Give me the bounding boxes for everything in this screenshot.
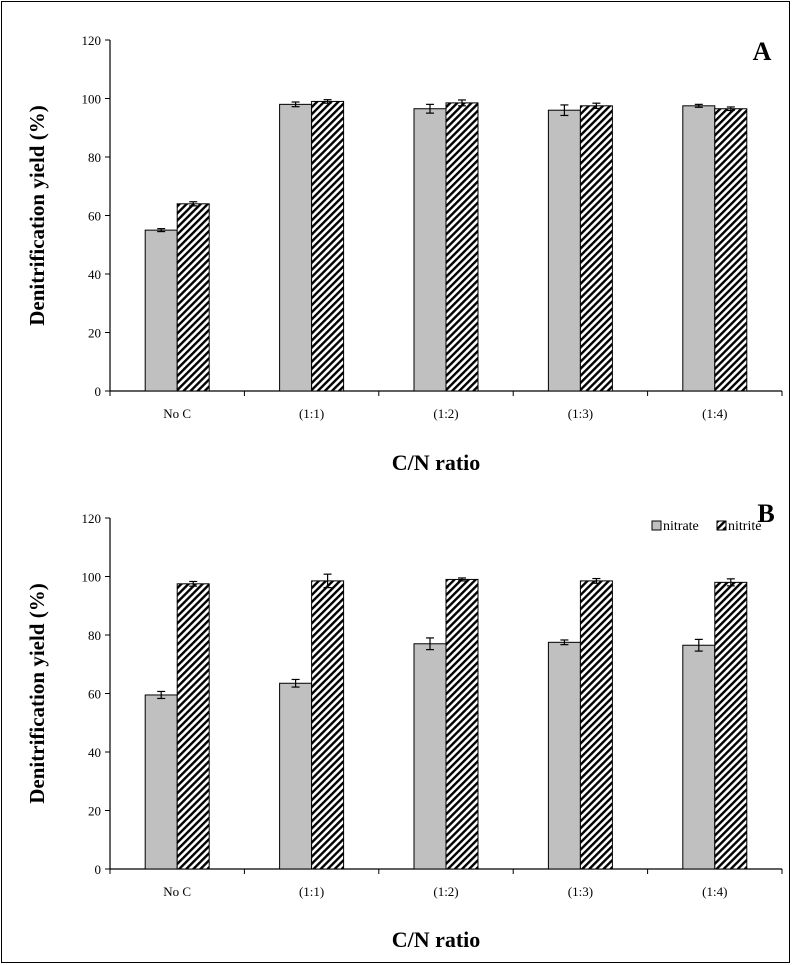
legend-swatch-nitrate (651, 520, 662, 531)
bar-nitrite (311, 100, 345, 392)
y-tick-label: 100 (82, 570, 102, 585)
y-tick-label: 100 (82, 92, 102, 107)
bar-nitrite (579, 105, 613, 392)
legend-label-nitrate: nitrate (663, 519, 699, 534)
x-tick-label: (1:3) (568, 884, 593, 899)
x-tick-label: (1:2) (433, 406, 458, 421)
bar-nitrite (579, 580, 613, 870)
y-tick-label: 120 (82, 33, 102, 48)
x-tick-label: No C (163, 406, 191, 421)
y-tick-label: 60 (88, 209, 101, 224)
x-tick-label: (1:1) (299, 406, 324, 421)
bar-nitrate (279, 682, 313, 870)
bar-nitrate (144, 694, 178, 870)
x-tick-label: No C (163, 884, 191, 899)
x-tick-label: (1:4) (702, 406, 727, 421)
y-tick-label: 0 (95, 862, 102, 877)
y-tick-label: 0 (95, 384, 102, 399)
legend-swatch-nitrite (716, 520, 727, 531)
bar-nitrate (413, 643, 447, 870)
panel-label: B (757, 499, 774, 528)
x-tick-label: (1:1) (299, 884, 324, 899)
x-tick-label: (1:4) (702, 884, 727, 899)
bar-nitrate (682, 644, 716, 870)
bar-nitrite (714, 581, 748, 870)
y-tick-label: 120 (82, 511, 102, 526)
y-tick-label: 80 (88, 150, 101, 165)
y-axis-title: Denitrification yield (%) (25, 105, 49, 325)
bar-nitrite (311, 580, 345, 870)
y-tick-label: 20 (88, 804, 101, 819)
legend-label-nitrite: nitrite (728, 519, 761, 534)
y-axis-title: Denitrification yield (%) (25, 583, 49, 803)
x-axis-title: C/N ratio (392, 927, 481, 952)
legend: nitrate nitrite (651, 519, 761, 534)
bar-nitrite (176, 583, 210, 870)
chart-panel-a: 0 20 40 60 80 100 120 No C (1:1) (1:2) (1:3) (1:4) C… (25, 33, 783, 475)
y-tick-label: 60 (88, 687, 101, 702)
y-tick-label: 80 (88, 628, 101, 643)
bar-nitrate (547, 109, 581, 392)
bar-nitrite (176, 203, 210, 392)
y-tick-label: 40 (88, 267, 101, 282)
chart-panel-b: 0 20 40 60 80 100 120 No C (1:1) (1:2) (1:3) (1:4) C… (25, 499, 783, 952)
y-tick-label: 40 (88, 745, 101, 760)
bar-nitrate (279, 103, 313, 392)
x-tick-label: (1:2) (433, 884, 458, 899)
bar-nitrite (445, 578, 479, 870)
bar-nitrite (714, 108, 748, 392)
panel-label: A (753, 37, 772, 66)
x-axis-title: C/N ratio (392, 450, 481, 475)
bar-nitrate (682, 105, 716, 392)
x-tick-label: (1:3) (568, 406, 593, 421)
bar-nitrate (413, 108, 447, 392)
bar-nitrate (144, 229, 178, 392)
bar-nitrite (445, 102, 479, 392)
bar-nitrate (547, 641, 581, 870)
y-tick-label: 20 (88, 326, 101, 341)
